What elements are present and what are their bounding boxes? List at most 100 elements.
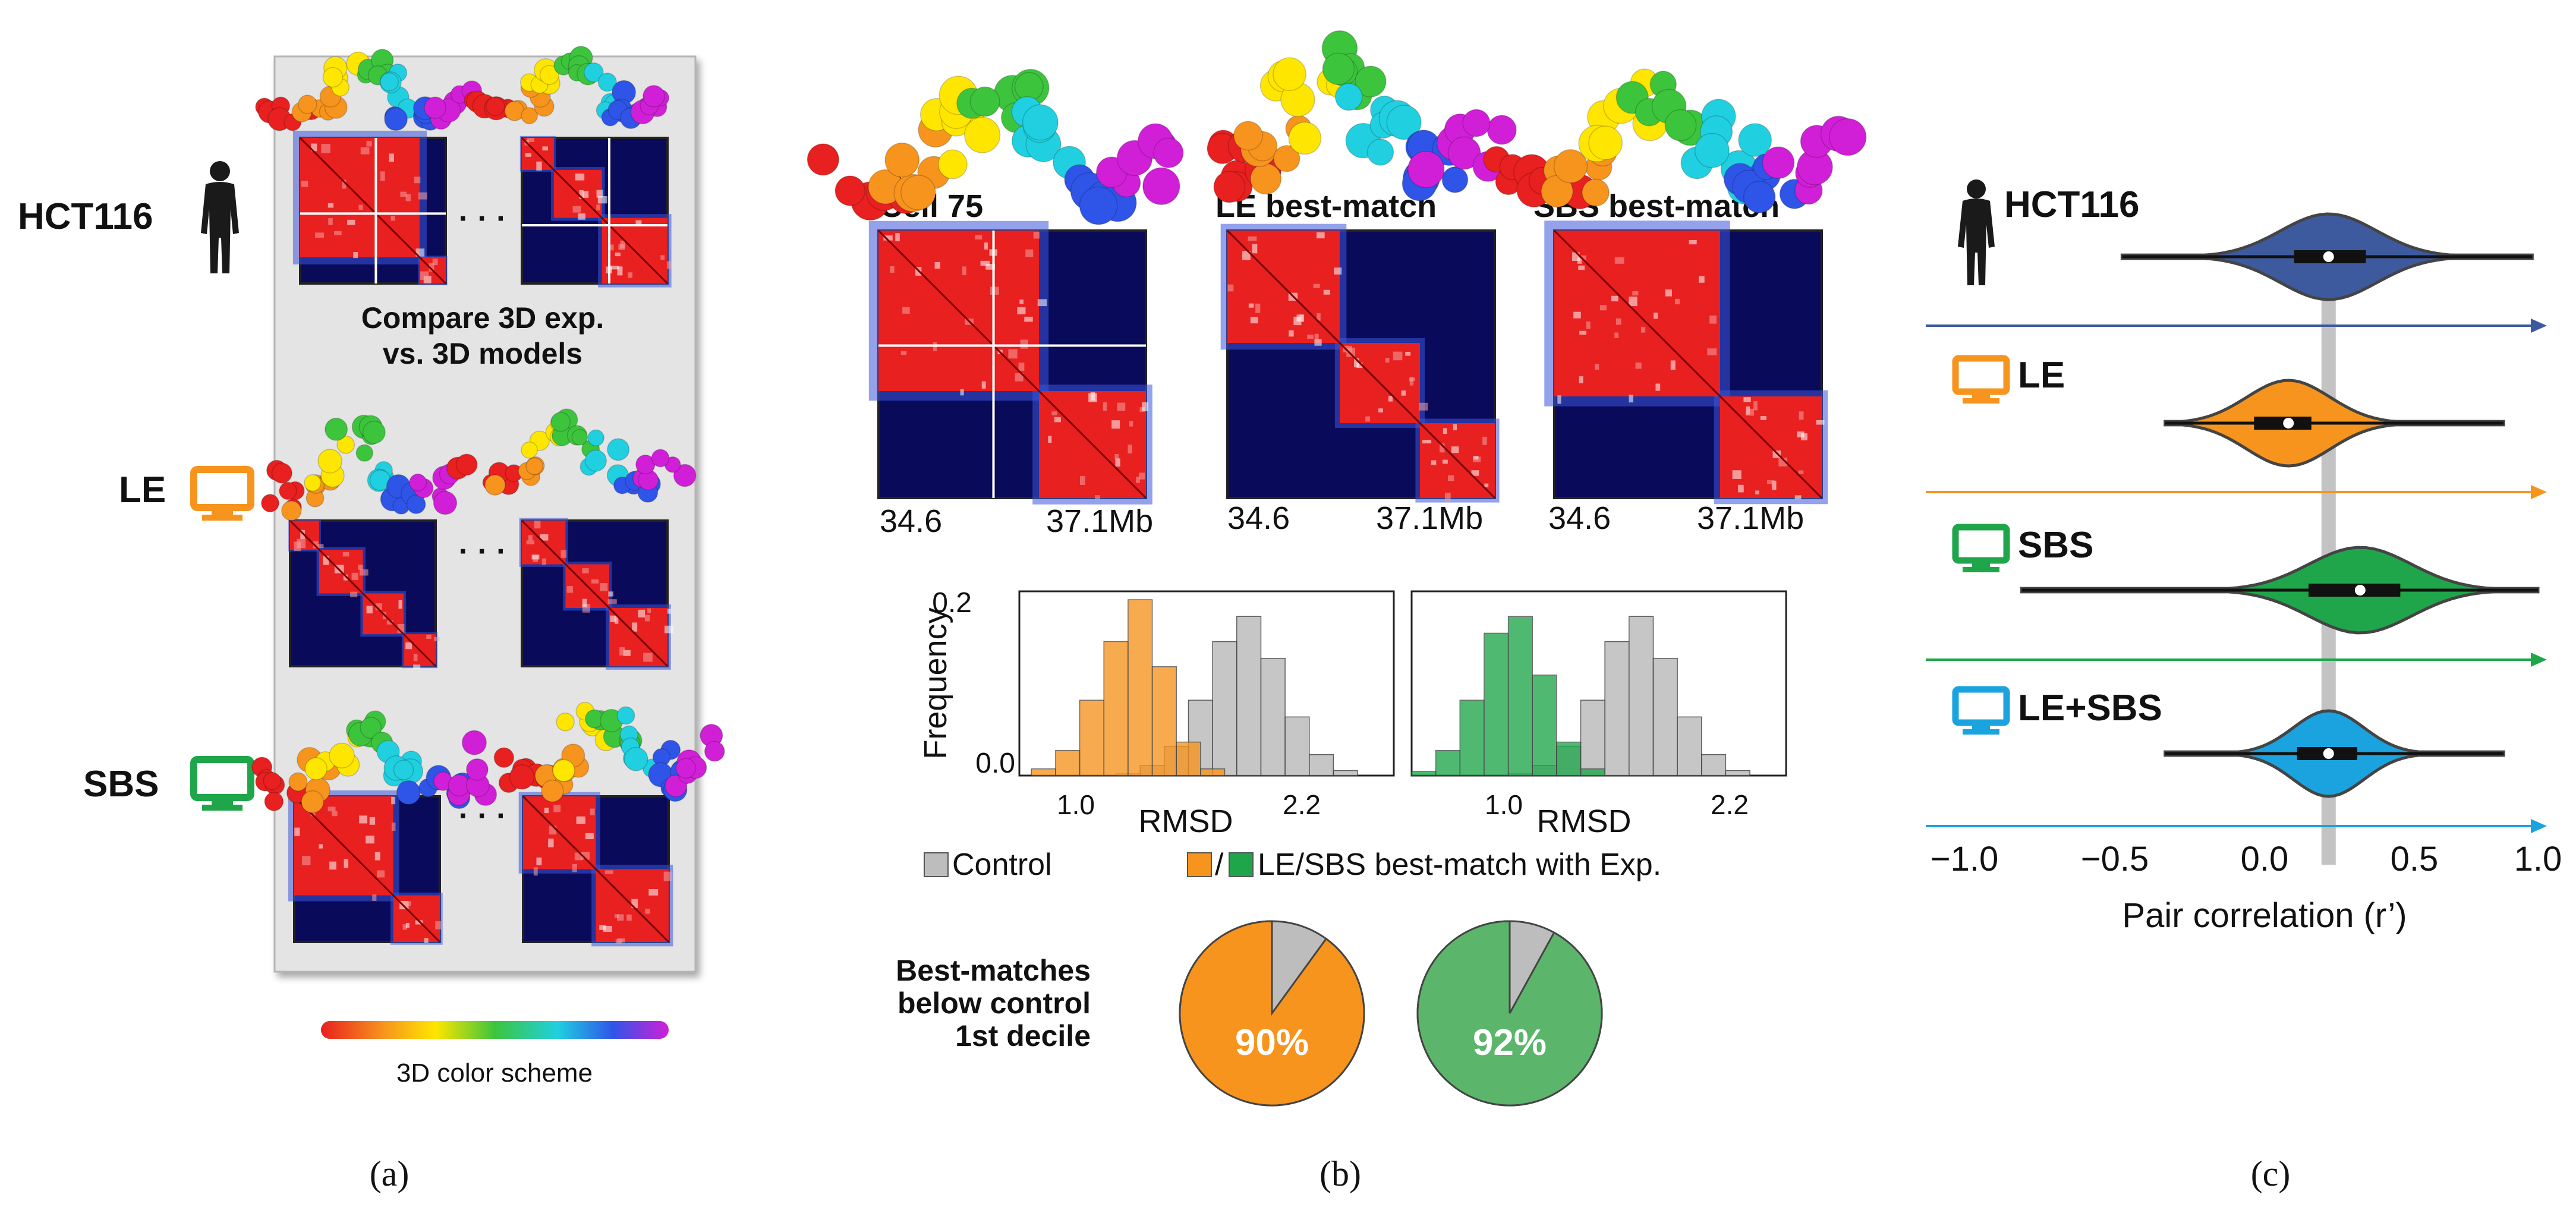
contact-map-sbs-1-texture	[424, 938, 429, 943]
contact-map-sbs-2-texture	[648, 889, 659, 896]
polymer-le-1-bead	[271, 462, 292, 484]
xtick-neg1: −1.0	[1931, 840, 1999, 878]
contact-map-sbs-best-texture	[1794, 495, 1802, 500]
contact-map-cell75-texture	[1037, 299, 1047, 307]
contact-map-sbs-1-texture	[372, 894, 377, 901]
contact-map-cell75-texture	[1117, 402, 1126, 411]
contact-map-le-best-texture	[1242, 251, 1251, 260]
contact-map-le-2-texture	[531, 554, 540, 560]
contact-map-hct-1-texture	[400, 191, 407, 197]
contact-map-le-best-texture	[1289, 330, 1294, 337]
histogram-bar-control	[1308, 754, 1334, 776]
histogram-bar-best-match	[1055, 749, 1081, 776]
histogram-bar-control	[1284, 716, 1310, 776]
contact-map-sbs-best-texture	[1738, 484, 1744, 493]
contact-map-sbs-best-texture	[1599, 305, 1607, 311]
contact-map-le-1-texture	[366, 606, 373, 614]
polymer-le-best-bead	[1386, 105, 1422, 140]
contact-map-le-best-texture	[1252, 244, 1258, 254]
contact-map-le-best-texture	[1444, 493, 1451, 502]
polymer-le-2-bead	[584, 449, 607, 472]
contact-map-hct-2-texture	[609, 244, 614, 251]
polymer-le-best-bead	[1366, 138, 1394, 166]
contact-map-cell75-texture	[1136, 477, 1140, 483]
contact-map-sbs-2-texture	[615, 939, 622, 944]
contact-map-sbs-best-texture	[1753, 401, 1758, 411]
polymer-sbs-2-bead	[556, 713, 575, 732]
contact-map-le-2-texture	[541, 558, 546, 565]
contact-map-le-2-texture	[528, 535, 533, 541]
polymer-le-1-bead	[409, 473, 427, 491]
contact-map-sbs-2-texture	[614, 914, 619, 918]
polymer-hct-1-bead	[322, 67, 344, 88]
violin-xlabel: Pair correlation (r’)	[2122, 896, 2407, 935]
histogram-bar-control	[1677, 716, 1702, 776]
contact-map-sbs-best-texture	[1614, 332, 1619, 338]
contact-map-cell75-texture	[1033, 232, 1040, 239]
polymer-cell75-bead	[1142, 167, 1180, 205]
polymer-le-2-bead	[455, 453, 478, 476]
polymer-sbs-1-bead	[329, 742, 355, 768]
polymer-le-best-bead	[1322, 52, 1355, 86]
polymer-le-best-bead	[1273, 145, 1300, 172]
polymer-sbs-1-bead	[263, 771, 282, 790]
contact-map-cell75-texture	[1095, 495, 1101, 500]
contact-map-le-best-texture	[1443, 428, 1447, 434]
contact-map-le-2-texture	[644, 615, 650, 622]
contact-map-hct-2-texture	[610, 266, 619, 270]
contact-map-sbs-best-texture	[1572, 252, 1580, 261]
map1-axis-end: 37.1Mb	[1046, 503, 1153, 539]
contact-map-le-best-texture	[1393, 351, 1403, 361]
contact-map-hct-2-texture	[635, 220, 642, 225]
polymer-sbs-2-bead	[493, 747, 515, 768]
contact-map-hct-2	[519, 136, 672, 288]
contact-map-sbs-best-texture	[1557, 395, 1561, 404]
histogram-bar-best-match	[1079, 699, 1105, 776]
legend-swatch-sbs	[1229, 852, 1254, 877]
contact-map-le-1-texture	[398, 600, 402, 609]
contact-map-hct-2-diagonal	[521, 137, 669, 285]
polymer-sbs-1-bead	[461, 730, 487, 755]
polymer-cell75-bead	[964, 116, 1001, 153]
contact-map-sbs-best-texture	[1629, 297, 1637, 307]
contact-map-hct-1-texture	[301, 181, 308, 187]
contact-map-sbs-1-texture	[369, 817, 376, 825]
histogram-bar-best-match	[1411, 771, 1437, 776]
contact-map-cell75	[868, 220, 1152, 505]
contact-map-sbs-best-texture	[1629, 395, 1634, 403]
contact-map-le-best-texture	[1473, 456, 1479, 460]
histogram-bar-control	[1212, 641, 1237, 776]
polymer-sbs-1-bead	[393, 760, 414, 780]
hist-ytick-bottom: 0.0	[975, 748, 1015, 779]
hist-ylabel: Frequency	[918, 607, 953, 759]
contact-map-le-best-texture	[1346, 347, 1356, 357]
contact-map-sbs-1-texture	[407, 901, 411, 906]
contact-map-cell75-texture	[900, 351, 907, 355]
contact-map-sbs-best-texture	[1799, 411, 1804, 420]
contact-map-hct-1-texture	[380, 171, 385, 181]
group-label-le: LE	[2018, 355, 2065, 396]
polymer-hct-1-bead	[424, 96, 446, 119]
contact-map-le-1-texture	[386, 620, 393, 625]
contact-map-le-best-texture	[1409, 377, 1415, 382]
contact-map-hct-2-texture	[536, 161, 542, 171]
contact-map-hct-2-texture	[525, 153, 532, 157]
polymer-le-2-bead	[521, 441, 538, 459]
contact-map-le-1-texture	[342, 552, 349, 557]
polymer-le-2-bead	[587, 429, 604, 447]
contact-map-cell75-texture	[1015, 373, 1024, 382]
contact-map-le-best-texture	[1419, 402, 1428, 411]
contact-map-sbs-best-texture	[1771, 481, 1777, 490]
contact-map-le-1	[288, 519, 440, 669]
contact-map-le-2-texture	[638, 609, 645, 617]
polymer-sbs-best-bead	[1582, 178, 1610, 207]
legend-swatch-control	[924, 852, 949, 877]
polymer-cell75-bead	[807, 143, 839, 176]
contact-map-hct-2-texture	[575, 174, 585, 181]
contact-map-sbs-best-texture	[1709, 315, 1717, 324]
contact-map-le-best-texture	[1442, 459, 1448, 464]
contact-map-hct-1-texture	[360, 147, 370, 155]
hist2-xtick-1: 1.0	[1485, 789, 1523, 820]
contact-map-cell75-texture	[1024, 316, 1033, 322]
